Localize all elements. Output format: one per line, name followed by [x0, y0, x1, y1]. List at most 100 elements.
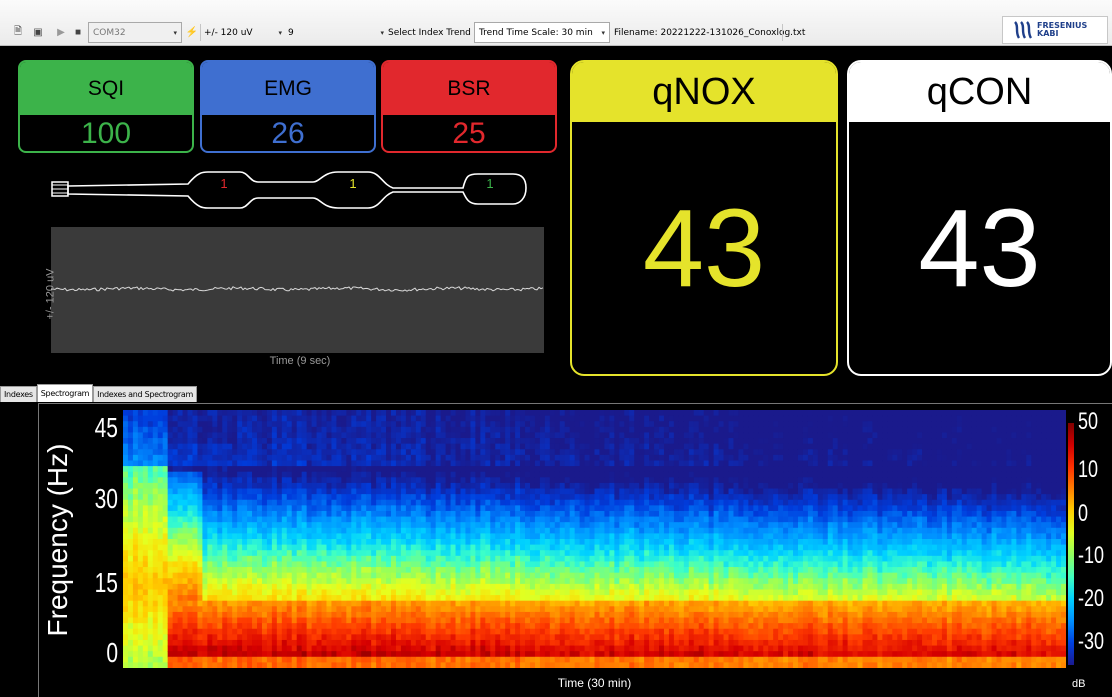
heatmap-cell [644, 505, 650, 512]
heatmap-cell [539, 623, 546, 630]
heatmap-cell [296, 651, 303, 658]
heatmap-cell [569, 415, 576, 422]
heatmap-cell [147, 628, 154, 635]
heatmap-cell [584, 611, 591, 619]
heatmap-cell [291, 550, 298, 557]
heatmap-cell [187, 645, 194, 652]
heatmap-cell [450, 516, 457, 523]
port-select[interactable]: COM32 ▾ [88, 22, 182, 43]
heatmap-cell [634, 505, 640, 512]
heatmap-cell [445, 544, 452, 551]
heatmap-cell [574, 421, 581, 428]
tab-indexes[interactable]: Indexes [0, 386, 37, 402]
heatmap-cell [281, 426, 288, 434]
heatmap-cell [222, 617, 228, 624]
heatmap-cell [544, 410, 551, 417]
heatmap-cell [599, 589, 606, 596]
heatmap-cell [252, 544, 258, 551]
record-icon[interactable]: ▣ [33, 26, 43, 38]
range-select[interactable]: +/- 120 uV ▾ [204, 22, 282, 43]
heatmap-cell [376, 477, 382, 484]
heatmap-cell [376, 510, 382, 518]
heatmap-cell [311, 539, 318, 546]
heatmap-cell [455, 628, 462, 635]
tab-indexes-and-spectrogram[interactable]: Indexes and Spectrogram [93, 386, 197, 402]
heatmap-cell [331, 522, 338, 529]
heatmap-cell [261, 466, 268, 473]
heatmap-cell [257, 567, 263, 574]
heatmap-cell [604, 499, 610, 506]
heatmap-cell [569, 438, 576, 445]
heatmap-cell [515, 449, 521, 456]
heatmap-cell [400, 421, 407, 428]
heatmap-cell [554, 488, 561, 495]
heatmap-cell [286, 639, 293, 647]
heatmap-cell [629, 488, 635, 495]
heatmap-cell [470, 600, 476, 607]
heatmap-cell [549, 611, 556, 619]
heatmap-cell [127, 639, 134, 647]
heatmap-cell [257, 432, 263, 439]
heatmap-cell [584, 617, 591, 624]
trend-time-scale-select[interactable]: Trend Time Scale: 30 min ▾ [474, 22, 610, 43]
heatmap-cell [237, 482, 243, 490]
heatmap-cell [584, 510, 591, 518]
heatmap-cell [574, 471, 581, 478]
heatmap-cell [584, 533, 591, 540]
heatmap-cell [455, 410, 462, 417]
heatmap-cell [435, 645, 442, 652]
heatmap-cell [639, 426, 645, 434]
heatmap-cell [212, 639, 218, 647]
heatmap-cell [371, 410, 377, 417]
heatmap-cell [470, 611, 476, 619]
heatmap-cell [589, 634, 596, 641]
heatmap-cell [207, 595, 213, 602]
heatmap-cell [549, 421, 556, 428]
heatmap-cell [634, 555, 640, 563]
heatmap-cell [321, 583, 328, 591]
heatmap-cell [649, 426, 655, 434]
heatmap-cell [331, 488, 338, 495]
heatmap-cell [594, 471, 601, 478]
heatmap-cell [242, 466, 248, 473]
tab-spectrogram[interactable]: Spectrogram [36, 384, 94, 402]
heatmap-cell [391, 449, 397, 456]
heatmap-cell [500, 505, 506, 512]
heatmap-cell [252, 617, 258, 624]
heatmap-cell [336, 516, 342, 523]
heatmap-cell [361, 471, 367, 478]
heatmap-cell [529, 516, 536, 523]
heatmap-cell [346, 589, 352, 596]
heatmap-cell [574, 589, 581, 596]
connect-icon[interactable]: ⚡ [185, 26, 199, 38]
heatmap-cell [316, 522, 323, 529]
heatmap-cell [425, 578, 432, 585]
heatmap-cell [336, 482, 342, 490]
heatmap-cell [515, 578, 521, 585]
heatmap-cell [410, 449, 417, 456]
heatmap-cell [559, 488, 566, 495]
heatmap-cell [177, 477, 184, 484]
save-icon[interactable]: 🗎 [13, 25, 23, 37]
heatmap-cell [162, 611, 169, 619]
heatmap-cell [445, 415, 452, 422]
heatmap-cell [232, 628, 238, 635]
play-icon[interactable]: ▶ [57, 26, 65, 38]
heatmap-cell [609, 443, 615, 450]
heatmap-cell [346, 449, 352, 456]
heatmap-cell [301, 421, 308, 428]
select-index-trend-menu[interactable]: Select Index Trend▾ [388, 22, 480, 43]
heatmap-cell [619, 471, 625, 478]
heatmap-cell [306, 505, 313, 512]
heatmap-cell [157, 466, 164, 473]
heatmap-cell [539, 482, 546, 490]
stop-icon[interactable]: ■ [74, 26, 82, 38]
heatmap-cell [629, 438, 635, 445]
heatmap-cell [609, 606, 615, 613]
heatmap-cell [137, 454, 144, 462]
heatmap-cell [157, 578, 164, 585]
heatmap-cell [311, 533, 318, 540]
heatmap-cell [430, 662, 437, 668]
timebase-select[interactable]: 9 ▾ [288, 22, 384, 43]
heatmap-cell [589, 639, 596, 647]
